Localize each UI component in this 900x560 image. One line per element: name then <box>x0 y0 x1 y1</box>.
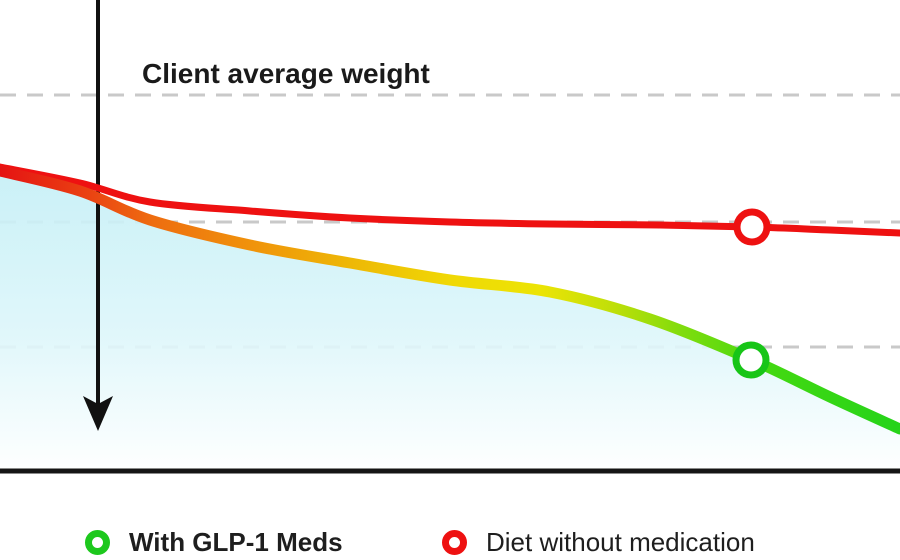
legend: With GLP-1 Meds Diet without medication <box>0 525 900 560</box>
legend-item-glp1: With GLP-1 Meds <box>85 525 343 560</box>
down-arrow-head-icon <box>83 396 113 431</box>
legend-item-diet: Diet without medication <box>442 525 755 560</box>
glp1-area-fill <box>0 171 900 471</box>
glp1-ring-icon <box>85 530 110 555</box>
legend-label-glp1: With GLP-1 Meds <box>129 527 343 557</box>
diet-marker <box>733 208 771 246</box>
chart-title: Client average weight <box>142 58 430 89</box>
chart-area <box>0 0 900 474</box>
diet-ring-icon <box>442 530 467 555</box>
weight-chart <box>0 0 900 474</box>
glp1-marker <box>732 341 770 379</box>
legend-label-diet: Diet without medication <box>486 527 755 557</box>
